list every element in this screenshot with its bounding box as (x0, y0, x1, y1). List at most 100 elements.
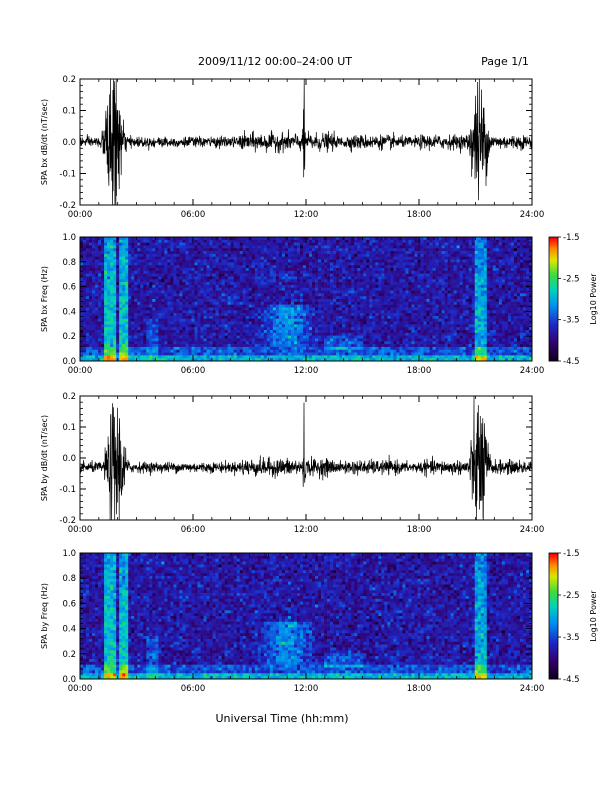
heatmap-cell (167, 344, 171, 348)
heatmap-cell (188, 304, 192, 308)
heatmap-cell (272, 332, 277, 336)
heatmap-cell (227, 259, 231, 263)
heatmap-cell (278, 358, 283, 362)
heatmap-cell (330, 330, 334, 334)
heatmap-cell (131, 304, 135, 308)
heatmap-cell (176, 276, 180, 280)
heatmap-cell (101, 299, 105, 303)
heatmap-cell (342, 287, 346, 291)
heatmap-cell (104, 301, 108, 305)
heatmap-cell (372, 315, 376, 320)
heatmap-cell (396, 268, 400, 272)
heatmap-cell (101, 346, 105, 351)
heatmap-cell (140, 352, 144, 356)
heatmap-cell (251, 276, 256, 280)
heatmap-cell (116, 268, 120, 272)
heatmap-cell (215, 318, 219, 322)
heatmap-cell (101, 327, 105, 331)
heatmap-cell (230, 282, 234, 286)
heatmap-cell (245, 242, 250, 246)
heatmap-cell (263, 293, 268, 297)
heatmap-cell (200, 346, 204, 351)
heatmap-cell (381, 248, 385, 252)
heatmap-cell (372, 310, 376, 314)
heatmap-cell (318, 307, 322, 311)
heatmap-cell (86, 299, 90, 303)
heatmap-cell (95, 332, 99, 336)
heatmap-cell (113, 251, 117, 255)
heatmap-cell (128, 268, 132, 272)
heatmap-cell (287, 284, 292, 289)
heatmap-cell (260, 352, 265, 356)
heatmap-cell (302, 265, 307, 269)
heatmap-cell (275, 256, 280, 260)
heatmap-cell (134, 290, 138, 294)
heatmap-cell (113, 270, 117, 274)
heatmap-cell (236, 330, 240, 334)
heatmap-cell (245, 313, 250, 317)
heatmap-cell (263, 324, 268, 328)
heatmap-cell (95, 307, 99, 311)
heatmap-cell (342, 242, 346, 246)
heatmap-cell (393, 259, 397, 263)
heatmap-cell (390, 242, 394, 246)
heatmap-cell (89, 245, 93, 249)
heatmap-cell (306, 346, 310, 351)
heatmap-cell (218, 338, 222, 342)
heatmap-cell (357, 284, 361, 289)
heatmap-cell (287, 321, 292, 325)
heatmap-cell (363, 251, 367, 255)
heatmap-cell (176, 318, 180, 322)
heatmap-cell (384, 355, 388, 359)
heatmap-cell (212, 318, 216, 322)
heatmap-cell (399, 279, 403, 283)
heatmap-cell (293, 273, 298, 277)
heatmap-cell (86, 318, 90, 322)
heatmap-cell (402, 290, 406, 294)
heatmap-cell (393, 352, 397, 356)
heatmap-cell (116, 262, 120, 266)
heatmap-cell (161, 346, 165, 351)
heatmap-cell (143, 256, 147, 260)
heatmap-cell (230, 296, 234, 300)
heatmap-cell (80, 313, 84, 317)
heatmap-cell (414, 237, 418, 241)
heatmap-cell (348, 310, 352, 314)
heatmap-cell (176, 242, 180, 246)
heatmap-cell (336, 293, 340, 297)
heatmap-cell (173, 338, 177, 342)
heatmap-cell (360, 346, 364, 351)
heatmap-cell (134, 237, 138, 241)
heatmap-cell (299, 332, 304, 336)
heatmap-cell (384, 262, 388, 266)
heatmap-cell (95, 321, 99, 325)
heatmap-cell (92, 304, 96, 308)
heatmap-cell (411, 270, 415, 274)
heatmap-cell (125, 265, 129, 269)
heatmap-cell (170, 279, 174, 283)
heatmap-cell (200, 242, 204, 246)
heatmap-cell (248, 304, 253, 308)
heatmap-cell (209, 327, 213, 331)
heatmap-cell (104, 290, 108, 294)
heatmap-cell (197, 330, 201, 334)
heatmap-cell (89, 248, 93, 252)
heatmap-cell (275, 304, 280, 308)
heatmap-cell (119, 242, 123, 246)
heatmap-cell (140, 310, 144, 314)
heatmap-cell (384, 344, 388, 348)
heatmap-cell (396, 327, 400, 331)
heatmap-cell (378, 290, 382, 294)
heatmap-cell (98, 245, 102, 249)
heatmap-cell (239, 321, 244, 325)
heatmap-cell (375, 321, 379, 325)
heatmap-cell (179, 346, 183, 351)
heatmap-cell (239, 251, 244, 255)
heatmap-cell (158, 284, 162, 289)
heatmap-cell (170, 270, 174, 274)
heatmap-cell (384, 256, 388, 260)
heatmap-cell (257, 321, 262, 325)
heatmap-cell (185, 284, 189, 289)
heatmap-cell (194, 324, 198, 328)
heatmap-cell (80, 251, 84, 255)
